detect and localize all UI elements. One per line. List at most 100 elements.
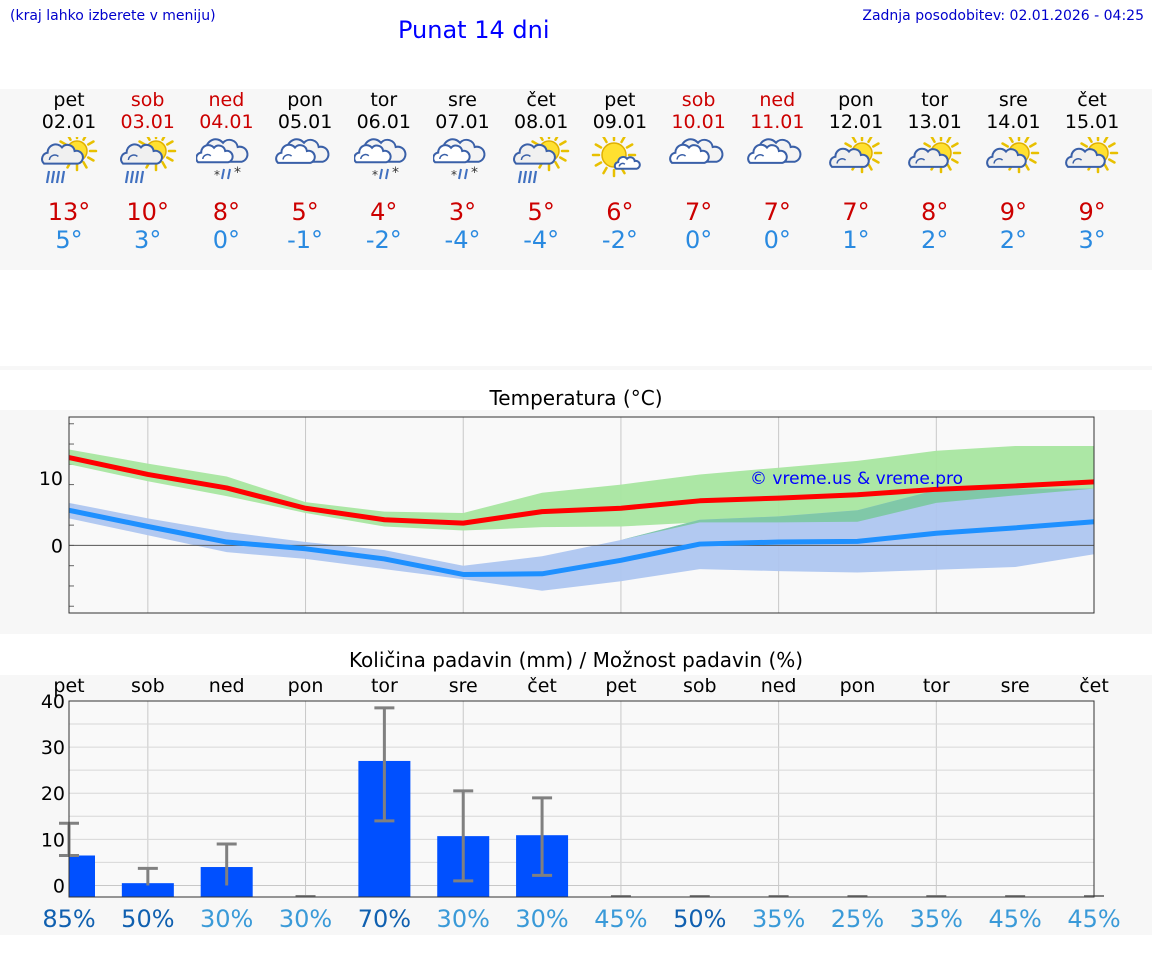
y-tick-label: 10 — [41, 829, 65, 851]
day-date: 05.01 — [277, 111, 333, 133]
y-tick-label: 0 — [51, 535, 63, 557]
max-temperature: 8° — [921, 198, 949, 226]
day-date: 06.01 — [356, 111, 411, 133]
day-column: ned 04.01 * * 8° 0° — [187, 89, 265, 259]
day-column: sob 03.01 10° 3° — [109, 89, 187, 259]
plot-border — [68, 416, 1095, 614]
precip-chance: 30% — [279, 905, 332, 933]
y-tick-label: 10 — [39, 468, 63, 490]
svg-text:*: * — [372, 168, 378, 182]
page-title: Punat 14 dni — [398, 16, 550, 44]
cloud-sleet-icon: * * — [196, 138, 249, 182]
min-temperature: 0° — [212, 226, 241, 254]
day-column: pon 05.01 5° -1° — [266, 89, 344, 259]
min-temperature: -1° — [287, 226, 324, 254]
day-column: pet 02.01 13° 5° — [30, 89, 108, 259]
day-date: 04.01 — [199, 111, 254, 133]
max-temperature: 13° — [47, 198, 91, 226]
day-column: sre 07.01 * * 3° -4° — [424, 89, 502, 259]
max-temperature: 6° — [606, 198, 634, 226]
day-label: tor — [923, 675, 950, 697]
watermark: © vreme.us & vreme.pro — [750, 469, 963, 489]
precip-chance: 85% — [42, 905, 95, 933]
day-name: tor — [370, 89, 398, 111]
day-label: sob — [131, 675, 165, 697]
precip-chance: 45% — [1067, 905, 1120, 933]
day-label: čet — [1079, 675, 1109, 697]
precip-chance: 35% — [910, 905, 963, 933]
y-tick-label: 20 — [41, 783, 65, 805]
min-temperature: 1° — [842, 226, 870, 254]
day-name: pet — [604, 89, 636, 111]
day-name: čet — [1077, 89, 1107, 111]
min-temperature: -2° — [365, 226, 402, 254]
y-tick-label: 40 — [41, 691, 65, 713]
day-date: 12.01 — [828, 111, 884, 133]
min-temperature: 2° — [999, 226, 1028, 254]
cloud-sleet-icon: * * — [353, 138, 407, 182]
svg-text:*: * — [451, 168, 457, 182]
day-date: 13.01 — [907, 111, 962, 133]
min-temperature: -4° — [444, 226, 481, 254]
day-label: sob — [683, 675, 717, 697]
day-column: čet 08.01 5° -4° — [502, 89, 580, 259]
day-label: pon — [288, 675, 324, 697]
day-column: tor 06.01 * * 4° -2° — [345, 89, 423, 259]
day-date: 10.01 — [671, 111, 726, 133]
max-temperature: 8° — [212, 198, 241, 226]
last-update: Zadnja posodobitev: 02.01.2026 - 04:25 — [862, 8, 1144, 24]
precip-chance: 25% — [831, 905, 884, 933]
day-column: pet 09.01 6° -2° — [581, 89, 659, 259]
precip-chance: 30% — [515, 905, 568, 933]
day-label: pon — [840, 675, 876, 697]
location-hint: (kraj lahko izberete v meniju) — [10, 8, 216, 24]
min-temperature: 3° — [1078, 226, 1106, 254]
max-temperature: 7° — [763, 198, 791, 226]
svg-text:*: * — [234, 165, 241, 181]
day-label: tor — [371, 675, 398, 697]
max-temperature-line — [68, 455, 1095, 526]
sun-cloud-icon — [907, 137, 961, 174]
sun-cloud-rain-icon — [119, 137, 176, 184]
precip-chance: 45% — [988, 905, 1041, 933]
day-name: sre — [448, 89, 477, 111]
precip-chance: 45% — [594, 905, 647, 933]
day-column: ned 11.01 7° 0° — [738, 89, 816, 259]
min-temperature: -4° — [523, 226, 560, 254]
precip-chance: 30% — [437, 905, 490, 933]
svg-text:*: * — [471, 165, 478, 181]
max-temperature: 9° — [999, 198, 1028, 226]
y-tick-label: 30 — [41, 737, 65, 759]
day-name: pon — [838, 89, 874, 111]
cloud-sleet-icon: * * — [432, 138, 485, 182]
day-name: pet — [53, 89, 85, 111]
max-temperature: 4° — [370, 198, 398, 226]
precipitation-chart-title: Količina padavin (mm) / Možnost padavin … — [348, 648, 804, 672]
divider — [0, 366, 1152, 370]
day-label: čet — [527, 675, 557, 697]
sun-cloud-icon — [986, 137, 1040, 174]
precip-bar — [69, 855, 95, 897]
cloud-icon — [668, 138, 723, 164]
sun-cloud-icon — [1065, 137, 1119, 174]
overlap-band — [620, 488, 1094, 541]
max-temperature: 7° — [842, 198, 870, 226]
day-name: ned — [208, 89, 245, 111]
day-date: 09.01 — [592, 111, 648, 133]
sun-small-cloud-icon — [591, 137, 641, 178]
min-temperature: 0° — [763, 226, 791, 254]
day-date: 15.01 — [1064, 111, 1120, 133]
day-column: sre 14.01 9° 2° — [974, 89, 1052, 259]
day-date: 08.01 — [513, 111, 569, 133]
min-temperature-line — [68, 507, 1095, 577]
max-temperature: 9° — [1078, 198, 1106, 226]
precip-chance: 70% — [358, 905, 411, 933]
min-temperature: 3° — [134, 226, 162, 254]
precip-bar — [121, 883, 174, 897]
day-label: pet — [53, 675, 84, 697]
y-tick-label: 0 — [53, 875, 65, 897]
svg-text:*: * — [392, 165, 399, 181]
temperature-chart-title: Temperatura (°C) — [489, 386, 663, 410]
day-label: ned — [209, 675, 245, 697]
